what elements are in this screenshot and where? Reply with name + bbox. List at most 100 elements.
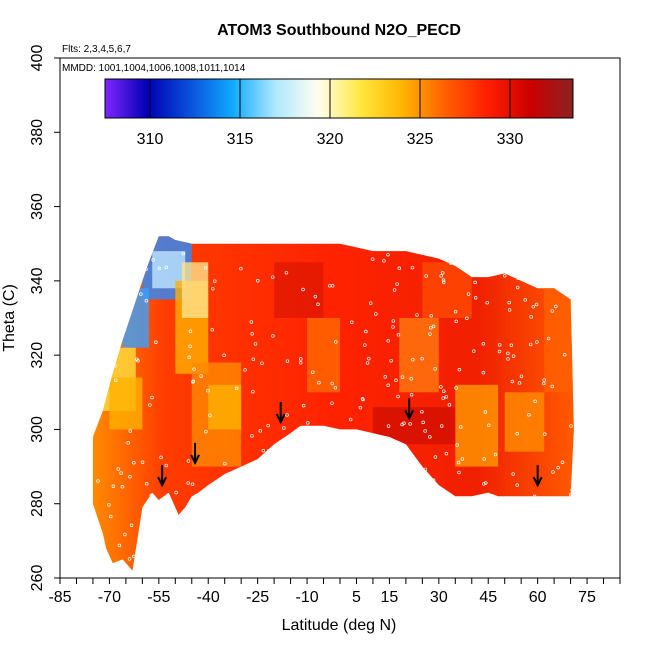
- sample-point: [144, 482, 149, 486]
- sample-point: [562, 352, 567, 357]
- sample-point: [328, 519, 333, 523]
- sample-point: [313, 294, 318, 299]
- colorbar-gradient: [104, 78, 574, 119]
- sample-point: [507, 300, 511, 305]
- sample-point: [534, 302, 539, 307]
- sample-point: [475, 524, 479, 529]
- sample-point: [348, 417, 353, 422]
- sample-point: [382, 259, 386, 263]
- sample-point: [302, 550, 307, 555]
- heatmap-patch: [422, 262, 472, 318]
- sample-point: [297, 464, 301, 469]
- sample-point: [507, 308, 512, 312]
- sample-point: [473, 296, 478, 300]
- sample-point: [186, 481, 190, 485]
- sample-point: [460, 457, 465, 461]
- x-tick-label: 75: [578, 589, 596, 606]
- sample-point: [464, 499, 469, 503]
- sample-point: [234, 477, 238, 481]
- sample-point: [552, 549, 556, 554]
- colorbar-tick-label: 320: [317, 131, 344, 148]
- sample-point: [459, 425, 463, 429]
- sample-point: [570, 488, 574, 492]
- sample-point: [316, 302, 320, 307]
- sample-point: [420, 409, 424, 414]
- sample-point: [516, 276, 521, 281]
- sample-point: [565, 243, 569, 248]
- sample-point: [444, 395, 449, 399]
- sample-point: [135, 357, 139, 361]
- sample-point: [282, 550, 286, 555]
- sample-point: [126, 441, 130, 445]
- sample-point: [485, 300, 489, 305]
- flight-arrow-head: [404, 409, 415, 421]
- x-tick-label: -55: [147, 589, 170, 606]
- sample-point: [335, 519, 340, 523]
- sample-point: [462, 259, 466, 263]
- sample-point: [92, 269, 97, 273]
- sample-point: [550, 309, 555, 313]
- x-tick-label: 45: [479, 589, 497, 606]
- sample-point: [204, 429, 208, 434]
- sample-point: [258, 429, 263, 433]
- sample-point: [340, 436, 344, 441]
- sample-point: [409, 377, 413, 381]
- sample-point: [546, 336, 551, 341]
- sample-point: [506, 506, 511, 510]
- sample-point: [511, 354, 516, 358]
- sample-point: [374, 312, 378, 316]
- sample-point: [568, 256, 573, 260]
- sample-point: [210, 327, 215, 332]
- sample-point: [395, 282, 399, 286]
- sample-point: [327, 283, 332, 288]
- heatmap-patch: [455, 384, 499, 467]
- colorbar-tick-label: 330: [497, 131, 524, 148]
- sample-point: [364, 329, 368, 334]
- sample-point: [397, 266, 402, 271]
- sample-point: [92, 266, 95, 271]
- sample-point: [322, 486, 326, 490]
- heatmap-patch: [307, 318, 340, 393]
- sample-point: [128, 474, 132, 479]
- colorbar-ticks: 310 315 320 325 330: [137, 79, 524, 148]
- sample-point: [433, 455, 438, 459]
- sample-point: [423, 429, 427, 433]
- sample-point: [208, 413, 212, 418]
- sample-point: [447, 403, 452, 407]
- sample-point: [527, 413, 531, 417]
- sample-point: [486, 423, 491, 428]
- sample-point: [317, 381, 321, 385]
- x-tick-label: -25: [246, 589, 269, 606]
- sample-point: [96, 479, 100, 483]
- sample-point: [483, 410, 488, 414]
- sample-point: [350, 320, 354, 325]
- sample-point: [522, 259, 527, 263]
- sample-point: [183, 515, 188, 519]
- sample-point: [482, 457, 486, 461]
- colorbar-tick-label: 310: [137, 131, 164, 148]
- x-tick-label: 30: [430, 589, 448, 606]
- sample-point: [299, 357, 303, 361]
- sample-point: [113, 378, 118, 382]
- sample-point: [421, 482, 426, 487]
- sample-point: [433, 367, 437, 371]
- sample-point: [569, 424, 573, 428]
- sample-point: [270, 451, 274, 456]
- sample-point: [457, 367, 462, 372]
- sample-point: [219, 487, 223, 491]
- sample-point: [551, 470, 555, 474]
- sample-point: [222, 513, 226, 517]
- x-tick-label: -70: [98, 589, 121, 606]
- sample-point: [389, 358, 393, 363]
- sample-point: [428, 435, 432, 439]
- sample-point: [211, 286, 215, 291]
- sample-point: [533, 399, 537, 404]
- sample-point: [481, 370, 486, 375]
- sample-point: [222, 353, 226, 358]
- sample-point: [323, 498, 327, 503]
- sample-point: [410, 265, 415, 270]
- sample-point: [401, 514, 406, 519]
- sample-point: [117, 543, 122, 548]
- sample-point: [266, 449, 271, 453]
